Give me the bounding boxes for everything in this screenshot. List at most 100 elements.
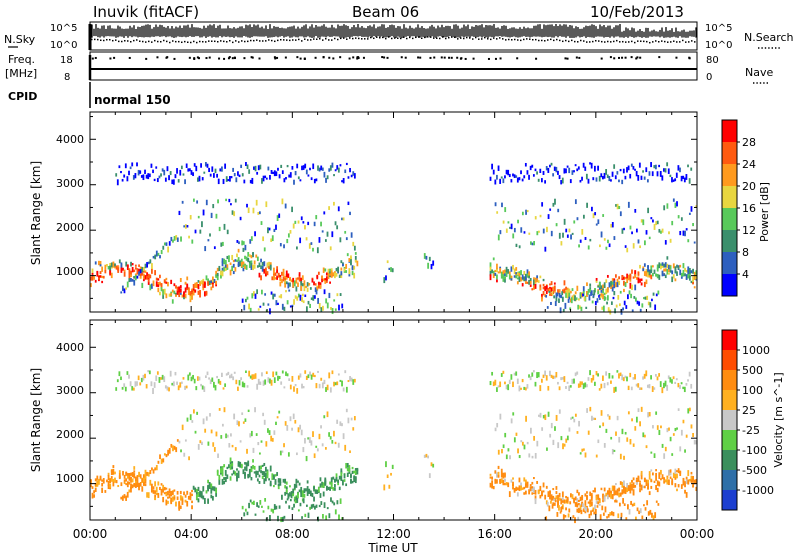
echo-cell	[600, 290, 603, 293]
echo-cell	[137, 169, 140, 176]
echo-cell	[335, 477, 338, 482]
colorbar-swatch	[722, 390, 737, 410]
echo-cell	[284, 491, 287, 496]
noise-dot	[226, 41, 228, 43]
noise-dot	[115, 39, 117, 41]
echo-cell	[628, 509, 631, 515]
echo-cell	[539, 284, 542, 291]
echo-cell	[212, 442, 215, 447]
echo-cell	[586, 292, 589, 295]
echo-cell	[261, 470, 264, 476]
echo-cell	[224, 477, 227, 483]
echo-cell	[350, 259, 352, 265]
echo-cell	[298, 482, 301, 486]
echo-cell	[187, 374, 190, 381]
echo-cell	[624, 284, 627, 288]
echo-cell	[687, 164, 689, 168]
echo-cell	[206, 163, 209, 168]
echo-cell	[252, 447, 255, 453]
noise-dot	[487, 38, 489, 40]
echo-cell	[142, 477, 145, 482]
noise-dot	[547, 39, 549, 41]
noise-dot	[403, 36, 405, 38]
echo-cell	[286, 238, 289, 244]
echo-cell	[259, 305, 262, 308]
echo-cell	[555, 491, 558, 495]
echo-cell	[139, 474, 142, 479]
echo-cell	[297, 509, 300, 512]
echo-cell	[229, 176, 231, 182]
noise-dot	[475, 36, 477, 39]
echo-cell	[240, 261, 243, 268]
echo-cell	[423, 253, 426, 259]
echo-cell	[526, 273, 529, 278]
echo-cell	[216, 272, 219, 277]
echo-cell	[636, 300, 639, 305]
nave-dot	[617, 56, 620, 59]
echo-cell	[116, 179, 119, 186]
noise-dot	[409, 36, 411, 39]
noise-dot	[535, 38, 537, 41]
echo-cell	[589, 283, 592, 287]
echo-cell	[552, 286, 555, 290]
echo-cell	[651, 298, 653, 302]
echo-cell	[156, 371, 159, 375]
echo-cell	[591, 415, 593, 421]
echo-cell	[101, 266, 104, 272]
echo-cell	[597, 165, 599, 171]
echo-cell	[551, 290, 554, 296]
echo-cell	[172, 179, 175, 185]
echo-cell	[391, 464, 394, 470]
echo-cell	[302, 300, 305, 304]
echo-cell	[126, 176, 129, 182]
echo-cell	[606, 516, 608, 519]
echo-cell	[658, 481, 661, 487]
echo-cell	[661, 262, 664, 266]
noise-dot	[400, 37, 402, 40]
echo-cell	[561, 377, 564, 380]
echo-cell	[136, 162, 138, 167]
echo-cell	[667, 375, 670, 379]
echo-cell	[293, 386, 295, 392]
echo-cell	[261, 464, 264, 467]
echo-cell	[496, 174, 498, 180]
echo-cell	[583, 506, 586, 510]
echo-cell	[512, 173, 514, 177]
echo-cell	[627, 486, 630, 491]
echo-cell	[531, 488, 534, 492]
echo-cell	[609, 512, 612, 516]
echo-cell	[646, 500, 649, 506]
echo-cell	[313, 496, 315, 502]
echo-cell	[278, 174, 281, 179]
echo-cell	[278, 505, 281, 509]
echo-cell	[308, 437, 311, 443]
echo-cell	[573, 220, 576, 224]
echo-cell	[260, 221, 263, 225]
noise-dot	[616, 39, 618, 42]
noise-dot	[499, 37, 501, 39]
echo-cell	[264, 293, 267, 296]
echo-cell	[128, 278, 131, 283]
echo-cell	[236, 239, 239, 243]
echo-cell	[179, 277, 182, 283]
echo-cell	[277, 479, 280, 483]
echo-cell	[648, 171, 651, 176]
echo-cell	[502, 272, 505, 279]
noise-dot	[280, 38, 282, 41]
noise-dot	[196, 41, 198, 44]
echo-cell	[496, 211, 499, 214]
echo-cell	[215, 213, 218, 219]
echo-cell	[573, 418, 576, 423]
noise-dot	[325, 37, 327, 40]
echo-cell	[157, 460, 160, 464]
echo-cell	[589, 288, 592, 293]
echo-cell	[690, 424, 693, 429]
echo-cell	[559, 307, 562, 314]
echo-cell	[210, 429, 213, 434]
echo-cell	[153, 178, 156, 182]
echo-cell	[515, 432, 518, 436]
echo-cell	[226, 434, 229, 438]
echo-cell	[539, 412, 542, 418]
echo-cell	[552, 439, 555, 446]
echo-cell	[618, 436, 621, 443]
